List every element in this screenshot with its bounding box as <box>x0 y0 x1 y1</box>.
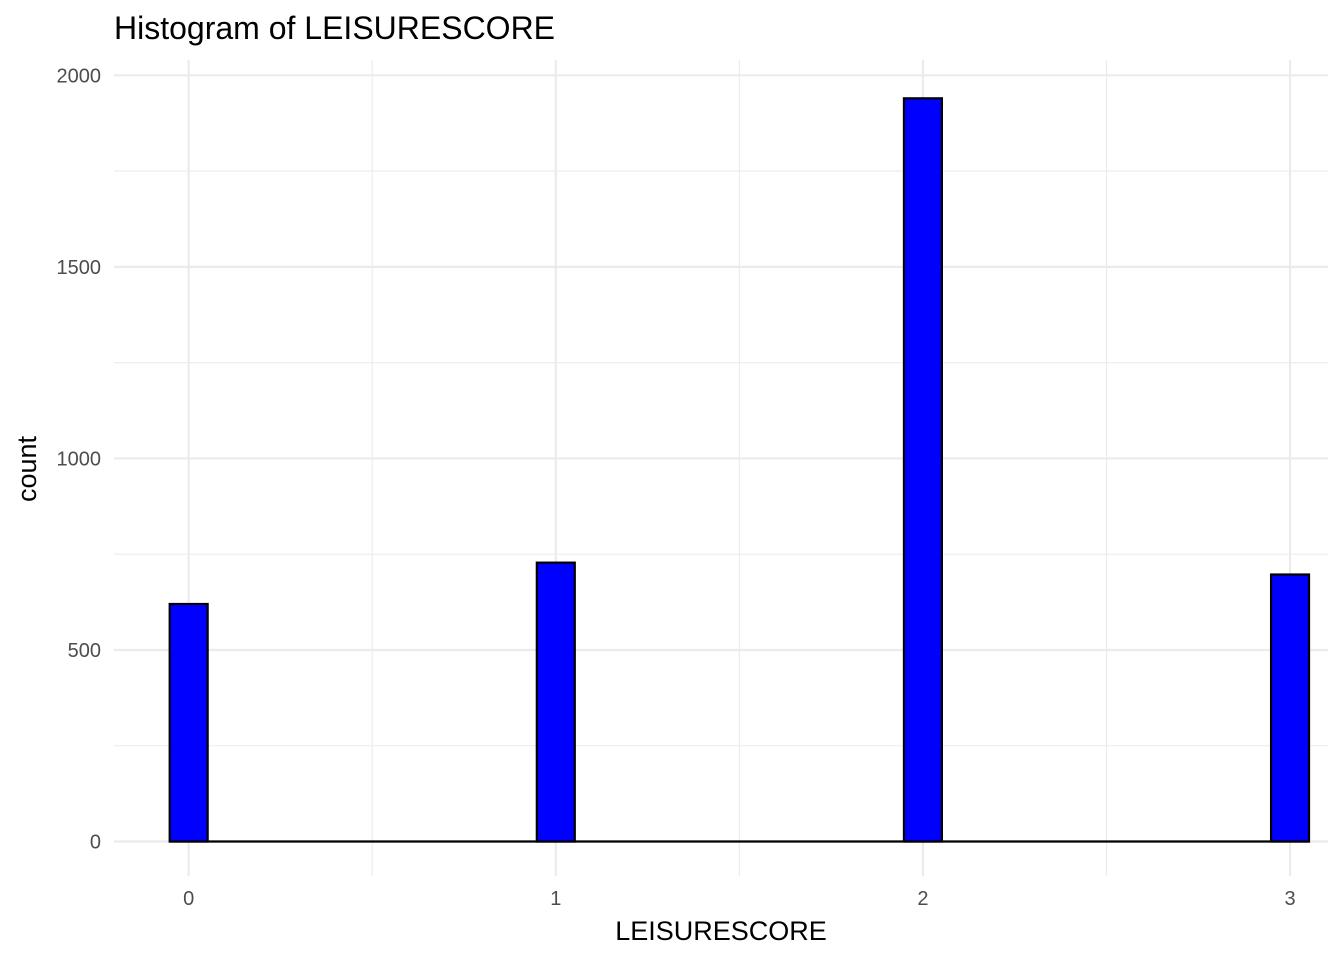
y-axis-title: count <box>12 435 42 502</box>
chart-title: Histogram of LEISURESCORE <box>114 10 555 46</box>
histogram-bar-3 <box>1271 575 1309 842</box>
axis-ticks: 0 500 1000 1500 2000 0 1 2 3 <box>57 65 1296 910</box>
x-tick-label: 2 <box>917 888 928 910</box>
x-tick-label: 0 <box>183 888 194 910</box>
y-tick-label: 1000 <box>57 448 102 470</box>
histogram-bar-2 <box>904 98 942 841</box>
x-axis-title: LEISURESCORE <box>615 916 827 946</box>
y-tick-label: 0 <box>90 832 101 854</box>
y-tick-label: 500 <box>68 640 101 662</box>
y-tick-label: 2000 <box>57 65 102 87</box>
x-tick-label: 3 <box>1284 888 1295 910</box>
x-tick-label: 1 <box>550 888 561 910</box>
histogram-bar-1 <box>537 563 575 842</box>
histogram-bar-0 <box>170 604 208 842</box>
y-tick-label: 1500 <box>57 257 102 279</box>
grid-lines <box>114 60 1328 876</box>
